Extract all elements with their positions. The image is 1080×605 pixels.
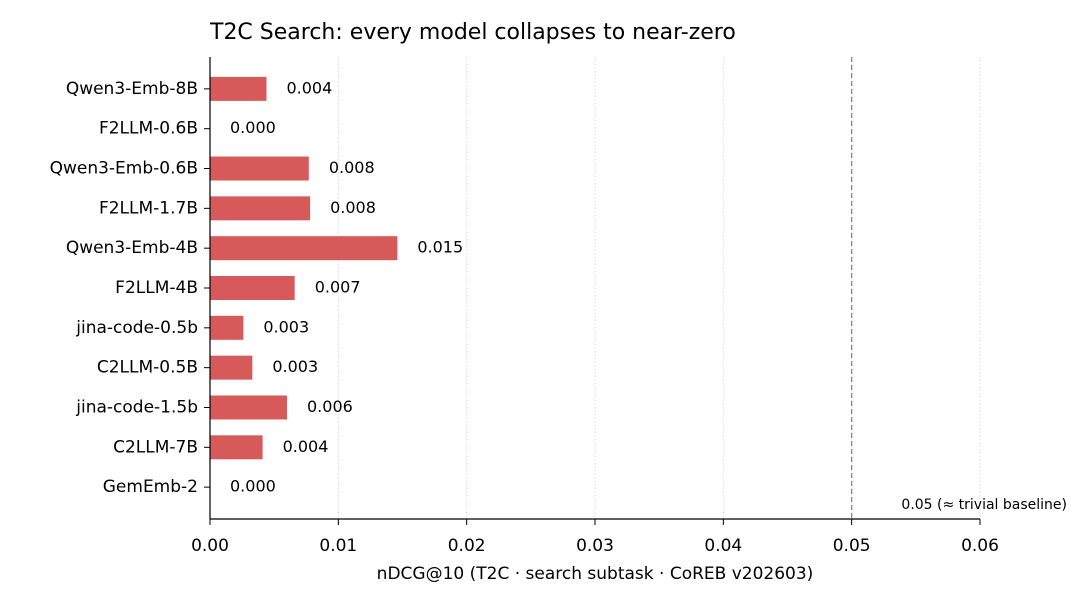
y-tick-label: C2LLM-0.5B xyxy=(97,358,198,378)
y-tick-label: jina-code-1.5b xyxy=(75,397,198,417)
value-label: 0.003 xyxy=(263,317,309,336)
x-tick-label: 0.01 xyxy=(319,536,357,556)
value-label: 0.000 xyxy=(230,477,276,496)
value-label: 0.004 xyxy=(286,78,332,97)
y-tick-label: F2LLM-4B xyxy=(115,278,198,298)
y-tick-label: Qwen3-Emb-0.6B xyxy=(50,159,198,179)
y-tick-label: Qwen3-Emb-4B xyxy=(66,238,198,258)
y-tick-label: F2LLM-0.6B xyxy=(99,119,198,139)
bar xyxy=(210,315,244,340)
value-label: 0.003 xyxy=(272,357,318,376)
reference-label: 0.05 (≈ trivial baseline) xyxy=(901,497,1067,513)
x-axis-title: nDCG@10 (T2C · search subtask · CoREB v2… xyxy=(377,564,814,584)
y-tick-label: F2LLM-1.7B xyxy=(99,198,198,218)
bar xyxy=(210,196,311,221)
y-tick-label: C2LLM-7B xyxy=(113,437,198,457)
x-tick-label: 0.04 xyxy=(704,536,742,556)
value-label: 0.006 xyxy=(307,397,353,416)
value-label: 0.007 xyxy=(315,278,361,297)
chart-title: T2C Search: every model collapses to nea… xyxy=(209,20,736,45)
x-tick-label: 0.06 xyxy=(961,536,999,556)
y-tick-label: Qwen3-Emb-8B xyxy=(66,79,198,99)
value-label: 0.004 xyxy=(283,437,329,456)
value-label: 0.000 xyxy=(230,118,276,137)
x-tick-label: 0.00 xyxy=(191,536,229,556)
value-label: 0.008 xyxy=(329,158,375,177)
x-tick-label: 0.03 xyxy=(576,536,614,556)
value-label: 0.008 xyxy=(330,198,376,217)
bar xyxy=(210,236,398,261)
bar xyxy=(210,395,287,420)
y-tick-label: GemEmb-2 xyxy=(103,477,198,497)
bar xyxy=(210,76,267,101)
x-tick-label: 0.02 xyxy=(448,536,486,556)
bar xyxy=(210,276,295,300)
bar xyxy=(210,156,309,181)
bar xyxy=(210,435,263,460)
bar xyxy=(210,355,253,380)
y-tick-label: jina-code-0.5b xyxy=(75,318,198,338)
x-tick-label: 0.05 xyxy=(833,536,871,556)
value-label: 0.015 xyxy=(417,238,463,257)
